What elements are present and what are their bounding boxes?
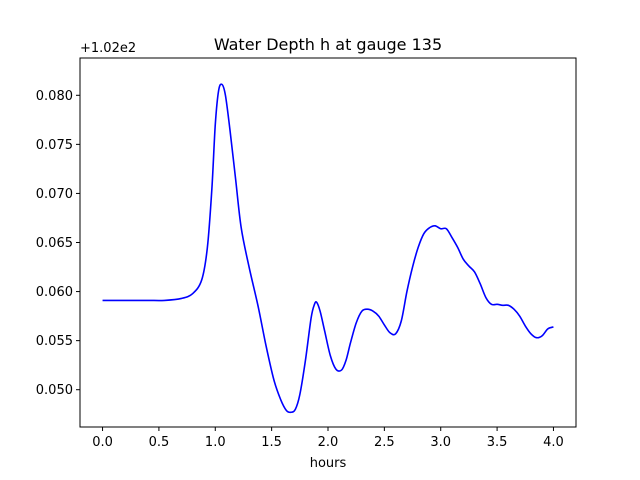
x-tick-label: 1.0 [205,435,226,450]
y-axis: 0.050 0.055 0.060 0.065 0.070 0.075 0.080 [36,89,80,398]
y-tick-label: 0.080 [36,89,73,104]
plot-area-border [79,57,577,428]
x-tick-label: 3.5 [487,435,508,450]
x-tick-label: 1.5 [261,435,282,450]
x-tick-label: 0.5 [149,435,170,450]
chart-title: Water Depth h at gauge 135 [214,35,442,54]
x-axis-label: hours [310,456,347,471]
x-axis: 0.0 0.5 1.0 1.5 2.0 2.5 3.0 3.5 4.0 [92,427,564,450]
y-tick-label: 0.055 [36,334,73,349]
x-tick-label: 2.0 [318,435,339,450]
y-tick-label: 0.075 [36,138,73,153]
plot-frame [79,57,577,428]
y-tick-label: 0.070 [36,187,73,202]
y-tick-label: 0.060 [36,285,73,300]
series-line [102,83,554,414]
x-tick-label: 0.0 [92,435,113,450]
y-offset-label: +1.02e2 [80,41,136,56]
series-layer [102,83,554,414]
x-tick-label: 2.5 [374,435,395,450]
x-tick-label: 4.0 [543,435,564,450]
x-tick-label: 3.0 [430,435,451,450]
y-tick-label: 0.050 [36,383,73,398]
y-tick-label: 0.065 [36,236,73,251]
